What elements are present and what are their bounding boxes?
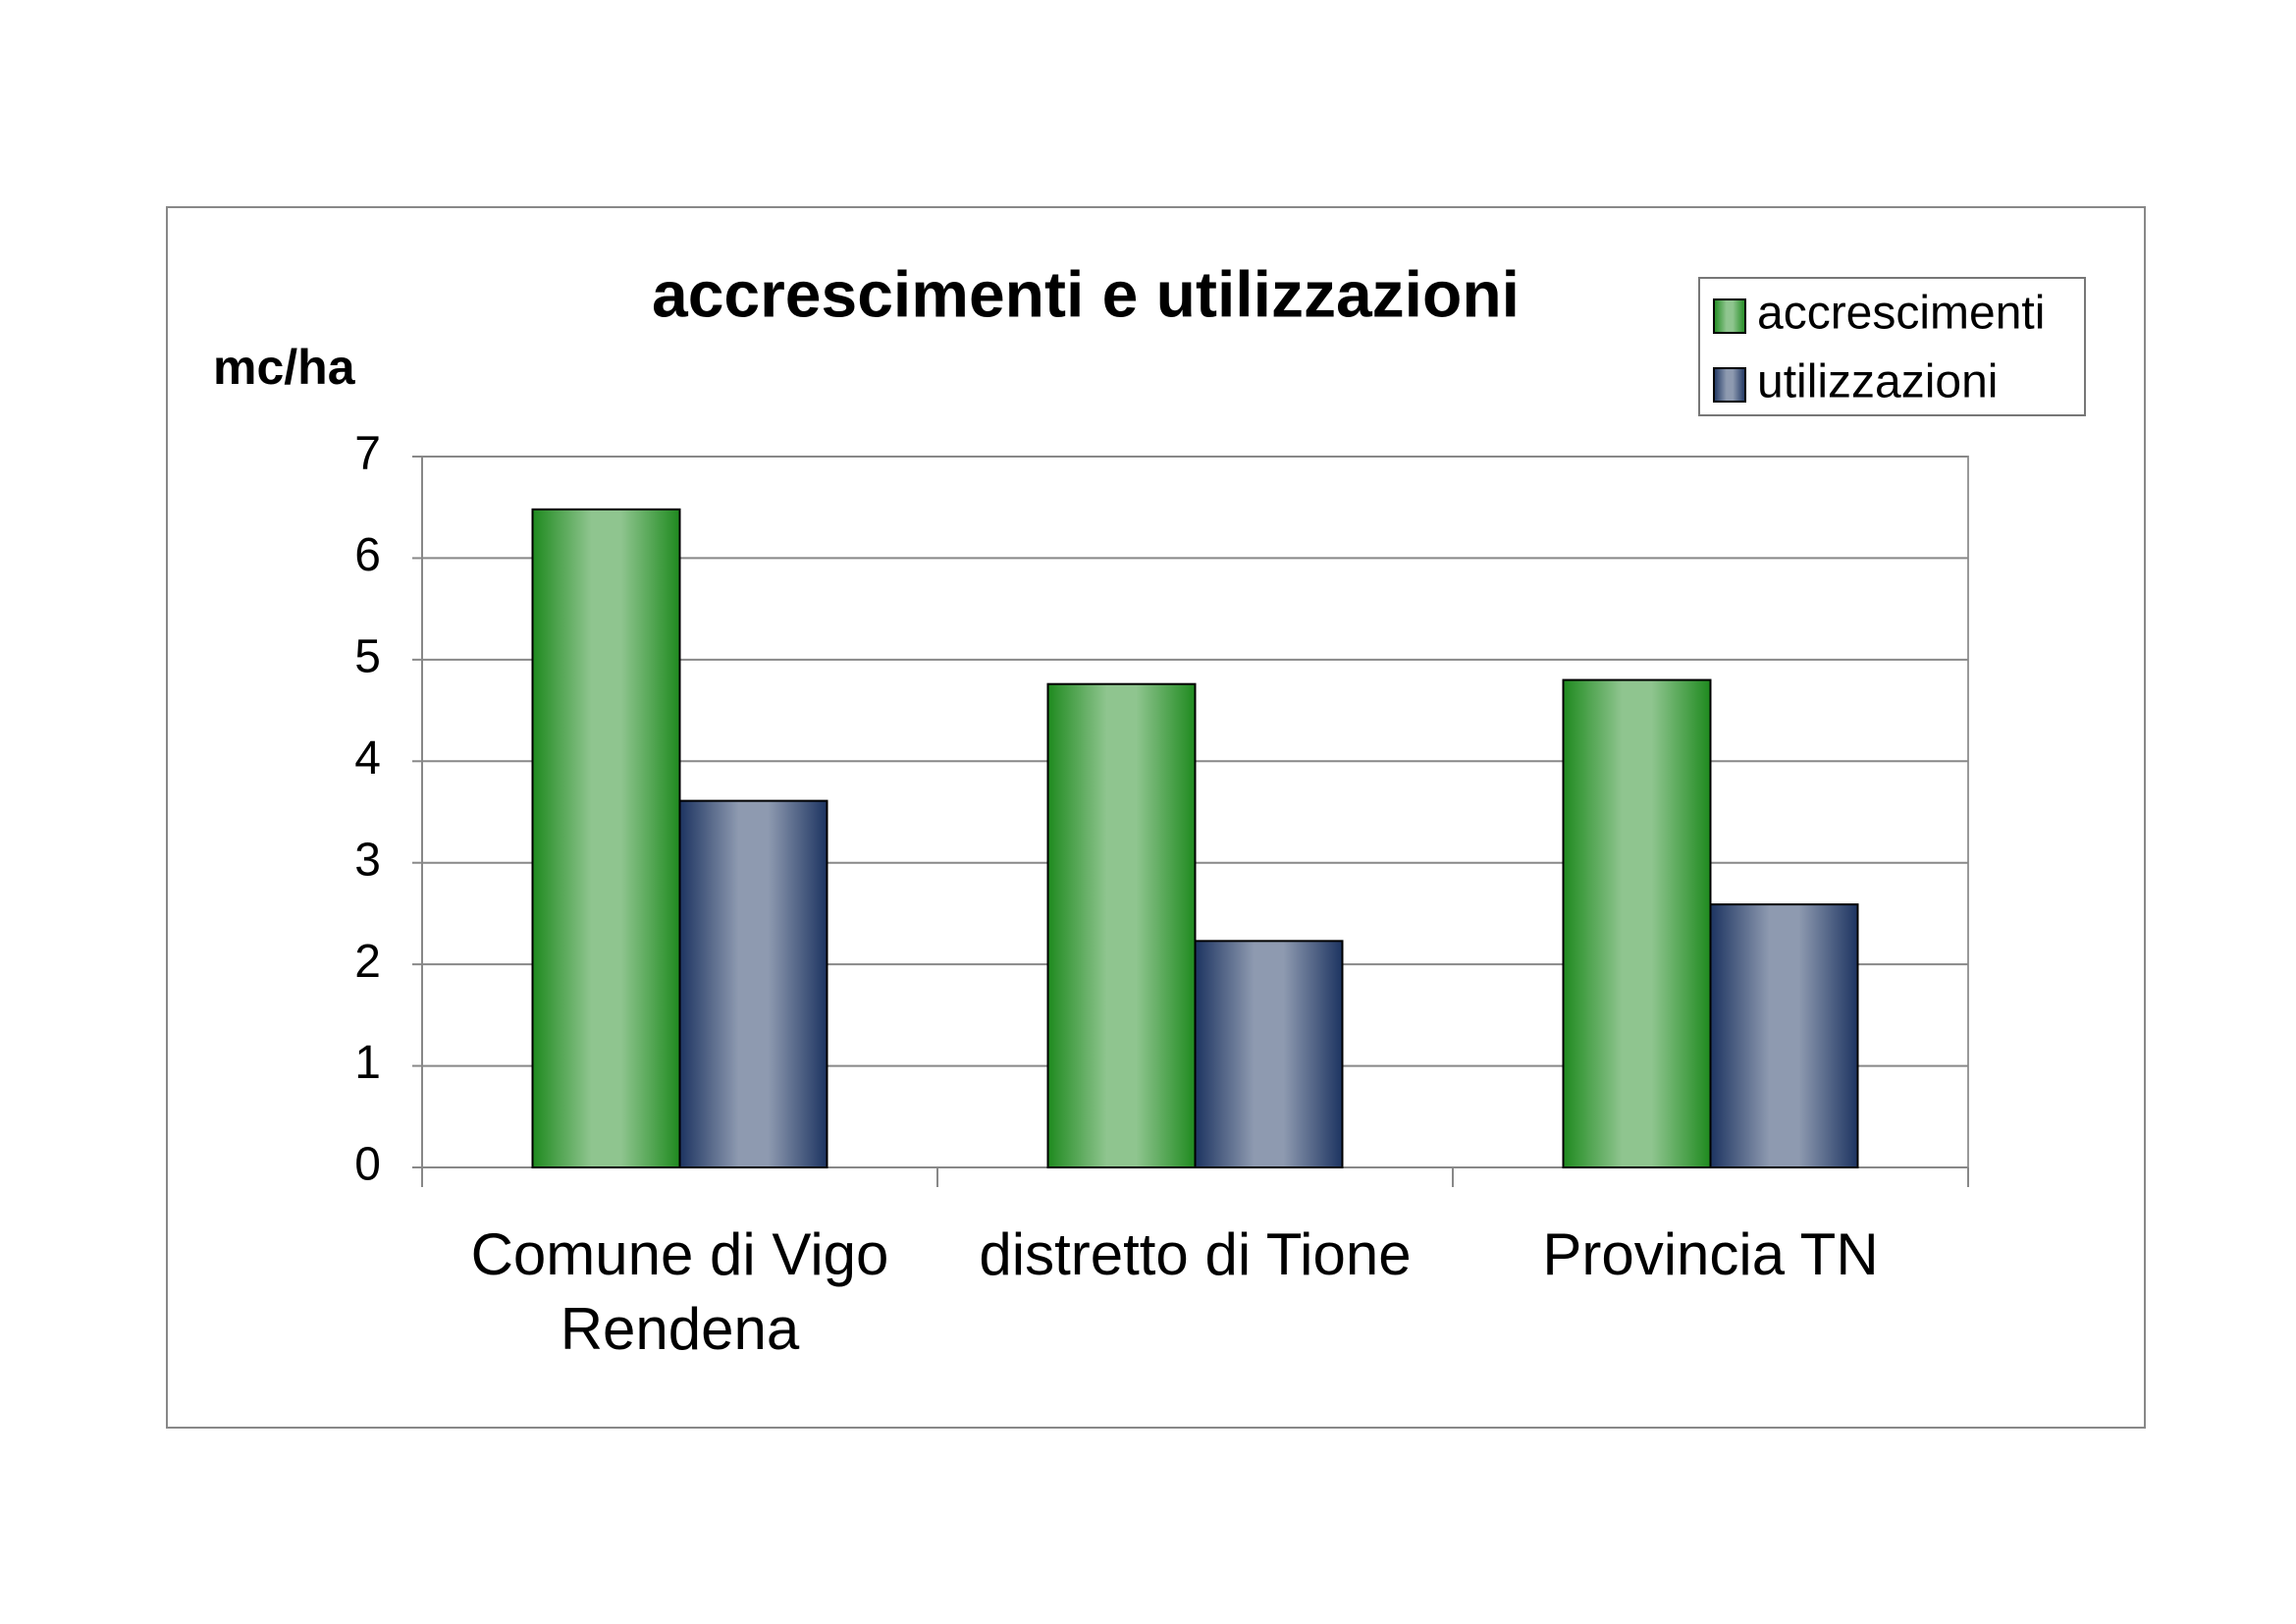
y-tick-label: 2 [354, 936, 381, 988]
bar [1709, 903, 1859, 1168]
y-tick-label: 4 [354, 732, 381, 785]
x-tick-label: Provincia TN [1542, 1221, 1879, 1287]
chart-title: accrescimenti e utilizzazioni [652, 257, 1520, 330]
x-tick-label: Comune di Vigo Rendena [470, 1221, 889, 1362]
bar [1046, 682, 1197, 1168]
legend-box [1698, 277, 2086, 416]
x-tick-label: distretto di Tione [979, 1221, 1412, 1287]
bar [1194, 940, 1344, 1169]
bar [678, 799, 828, 1168]
y-tick-label: 5 [354, 631, 381, 683]
legend-label: accrescimenti [1757, 288, 2045, 340]
y-tick-label: 1 [354, 1037, 381, 1089]
y-tick-label: 3 [354, 834, 381, 886]
legend-label: utilizzazioni [1757, 356, 1998, 408]
legend-swatch [1713, 367, 1746, 403]
y-tick-label: 6 [354, 529, 381, 581]
y-tick-label: 7 [354, 428, 381, 480]
bar [531, 508, 681, 1168]
legend-swatch [1713, 298, 1746, 334]
y-axis-label: mc/ha [213, 340, 356, 395]
y-tick-label: 0 [354, 1139, 381, 1191]
bar [1562, 678, 1712, 1168]
